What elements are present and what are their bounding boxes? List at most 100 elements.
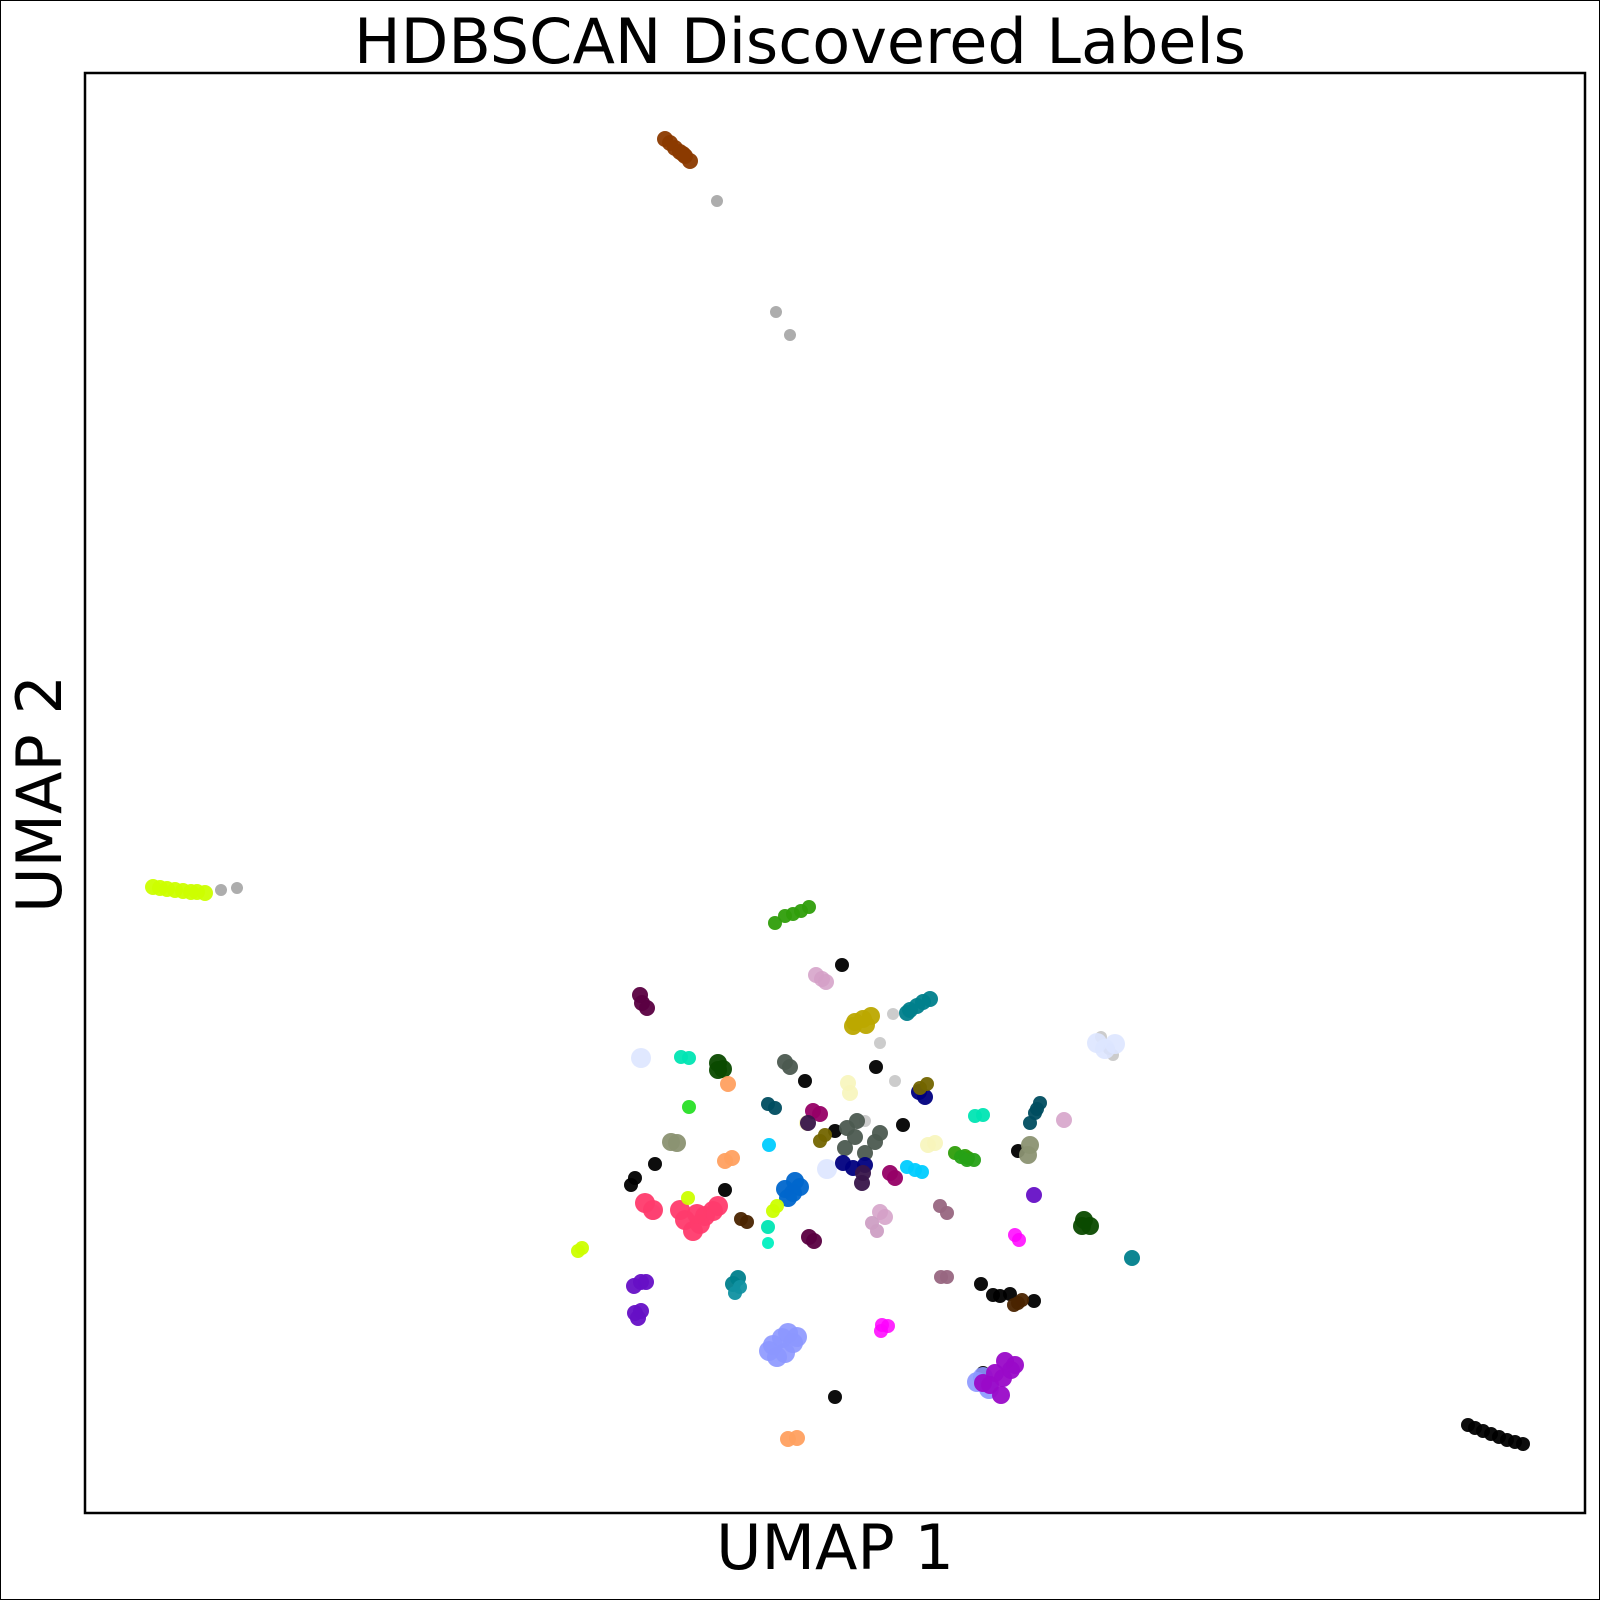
scatter-point xyxy=(197,885,213,901)
scatter-point xyxy=(870,1224,884,1238)
cluster-3 xyxy=(215,195,1115,1055)
scatter-point xyxy=(1027,1294,1041,1308)
scatter-point xyxy=(1516,1437,1530,1451)
cluster-9 xyxy=(844,1007,880,1035)
scatter-point xyxy=(1023,1116,1037,1130)
scatter-point xyxy=(854,1175,870,1191)
points-layer xyxy=(145,131,1530,1451)
scatter-point xyxy=(1124,1250,1140,1266)
scatter-point xyxy=(857,1145,873,1161)
scatter-point xyxy=(779,1189,797,1207)
scatter-point xyxy=(624,1178,638,1192)
scatter-point xyxy=(631,1048,651,1068)
scatter-point xyxy=(762,1138,776,1152)
cluster-31 xyxy=(865,1216,884,1238)
cluster-26 xyxy=(635,1193,728,1241)
scatter-point xyxy=(844,1017,862,1035)
scatter-point xyxy=(802,900,816,914)
cluster-6 xyxy=(624,958,1041,1404)
scatter-point xyxy=(770,1199,784,1213)
scatter-point xyxy=(215,884,227,896)
scatter-point xyxy=(828,1390,842,1404)
scatter-point xyxy=(849,1113,865,1129)
scatter-point xyxy=(887,1170,903,1186)
scatter-point xyxy=(639,1000,655,1016)
scatter-point xyxy=(976,1108,990,1122)
cluster-1 xyxy=(145,879,213,901)
scatter-point xyxy=(800,1115,816,1131)
scatter-point xyxy=(798,1074,812,1088)
scatter-point xyxy=(869,1060,883,1074)
cluster-21 xyxy=(805,1103,903,1186)
scatter-point xyxy=(1056,1112,1072,1128)
scatter-point xyxy=(770,306,782,318)
cluster-13 xyxy=(709,1054,1099,1235)
chart-title: HDBSCAN Discovered Labels xyxy=(354,5,1246,78)
cluster-2 xyxy=(1461,1418,1530,1451)
scatter-point xyxy=(801,1229,817,1245)
cluster-5 xyxy=(768,900,975,1165)
scatter-point xyxy=(768,916,782,930)
scatter-point xyxy=(874,1324,888,1338)
scatter-point xyxy=(682,1051,696,1065)
cluster-37 xyxy=(974,1352,1024,1404)
scatter-point xyxy=(1026,1187,1042,1203)
x-axis-label: UMAP 1 xyxy=(716,1511,954,1584)
scatter-point xyxy=(633,1303,649,1319)
scatter-point xyxy=(709,1061,727,1079)
scatter-point xyxy=(817,1159,837,1179)
scatter-point xyxy=(940,1270,954,1284)
cluster-34 xyxy=(626,1187,1042,1326)
scatter-point xyxy=(733,1280,747,1294)
scatter-point xyxy=(762,1237,774,1249)
scatter-point xyxy=(1030,1102,1044,1116)
scatter-point xyxy=(967,1153,981,1167)
cluster-32 xyxy=(874,1228,1026,1338)
scatter-point xyxy=(643,1200,663,1220)
cluster-23 xyxy=(662,1133,1039,1164)
cluster-27 xyxy=(571,1191,784,1258)
scatter-point xyxy=(889,1075,901,1087)
scatter-point xyxy=(818,974,834,990)
scatter-point xyxy=(974,1277,988,1291)
scatter-point xyxy=(857,1016,875,1034)
scatter-point xyxy=(812,1106,828,1122)
scatter-point xyxy=(1019,1146,1037,1164)
scatter-point xyxy=(575,1241,589,1255)
cluster-18 xyxy=(682,1100,696,1114)
cluster-22 xyxy=(762,1138,929,1179)
scatter-point xyxy=(784,329,796,341)
scatter-point xyxy=(915,1165,929,1179)
scatter-point xyxy=(231,882,243,894)
cluster-35 xyxy=(728,1280,747,1300)
cluster-0 xyxy=(657,131,698,169)
scatter-point xyxy=(768,1101,782,1115)
cluster-28 xyxy=(734,1212,1029,1312)
scatter-point xyxy=(648,1157,662,1171)
cluster-30 xyxy=(933,1199,954,1284)
scatter-point xyxy=(837,1140,853,1156)
cluster-11 xyxy=(631,1033,1125,1179)
scatter-point xyxy=(842,1085,858,1101)
scatter-point xyxy=(813,1134,827,1148)
scatter-point xyxy=(682,1100,696,1114)
scatter-point xyxy=(887,1008,899,1020)
scatter-point xyxy=(872,1125,888,1141)
scatter-point xyxy=(940,1206,954,1220)
scatter-point xyxy=(717,1153,733,1169)
scatter-point xyxy=(877,1209,893,1225)
scatter-point xyxy=(835,958,849,972)
scatter-point xyxy=(782,1059,798,1075)
cluster-29 xyxy=(800,1115,871,1191)
scatter-point xyxy=(761,1220,775,1234)
scatter-point xyxy=(1087,1033,1107,1053)
scatter-point xyxy=(740,1215,754,1229)
scatter-point xyxy=(847,1129,863,1145)
cluster-16 xyxy=(717,1076,805,1447)
scatter-point xyxy=(922,991,938,1007)
scatter-point xyxy=(1007,1298,1021,1312)
scatter-point xyxy=(1012,1233,1026,1247)
plot-area xyxy=(83,71,1587,1515)
cluster-33 xyxy=(762,1237,774,1249)
scatter-point xyxy=(1073,1217,1091,1235)
